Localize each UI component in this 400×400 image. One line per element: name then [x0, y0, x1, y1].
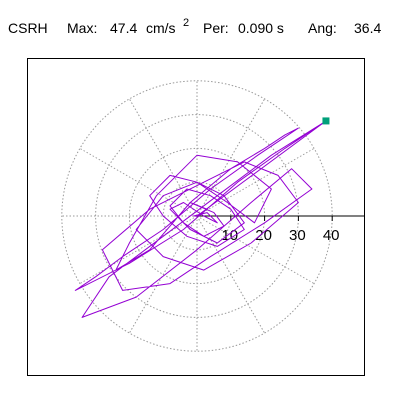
radial-tick-label-1: 10 — [221, 227, 238, 244]
max-unit-exponent: 2 — [183, 17, 189, 29]
max-value: 47.4 — [110, 20, 137, 36]
max-label: Max: — [67, 20, 97, 36]
plot-frame: 10 20 30 40 — [27, 58, 365, 376]
period-value: 0.090 s — [238, 20, 284, 36]
polar-plot: 10 20 30 40 — [61, 80, 364, 352]
header-svg: CSRH Max: 47.4 cm/s 2 Per: 0.090 s Ang: … — [8, 17, 381, 36]
grid-spoke-120 — [128, 98, 198, 217]
angle-label: Ang: — [308, 20, 337, 36]
station-name: CSRH — [8, 20, 48, 36]
grid-spoke-60 — [196, 98, 266, 217]
angle-value: 36.4 — [354, 20, 381, 36]
peak-vector — [196, 120, 327, 217]
grid-spoke-150 — [79, 147, 198, 217]
radial-tick-label-4: 40 — [323, 227, 340, 244]
radial-tick-label-3: 30 — [289, 227, 306, 244]
max-unit: cm/s — [146, 20, 176, 36]
grid-spoke-240 — [128, 215, 198, 334]
grid-spoke-300 — [196, 215, 266, 334]
peak-marker — [322, 117, 330, 125]
orbit-trace — [74, 120, 326, 318]
radial-tick-label-2: 20 — [255, 227, 272, 244]
grid-spoke-30 — [196, 147, 315, 217]
period-label: Per: — [203, 20, 229, 36]
grid-spoke-210 — [79, 215, 198, 285]
chart-header: CSRH Max: 47.4 cm/s 2 Per: 0.090 s Ang: … — [0, 0, 400, 44]
grid-spoke-330 — [196, 215, 315, 285]
